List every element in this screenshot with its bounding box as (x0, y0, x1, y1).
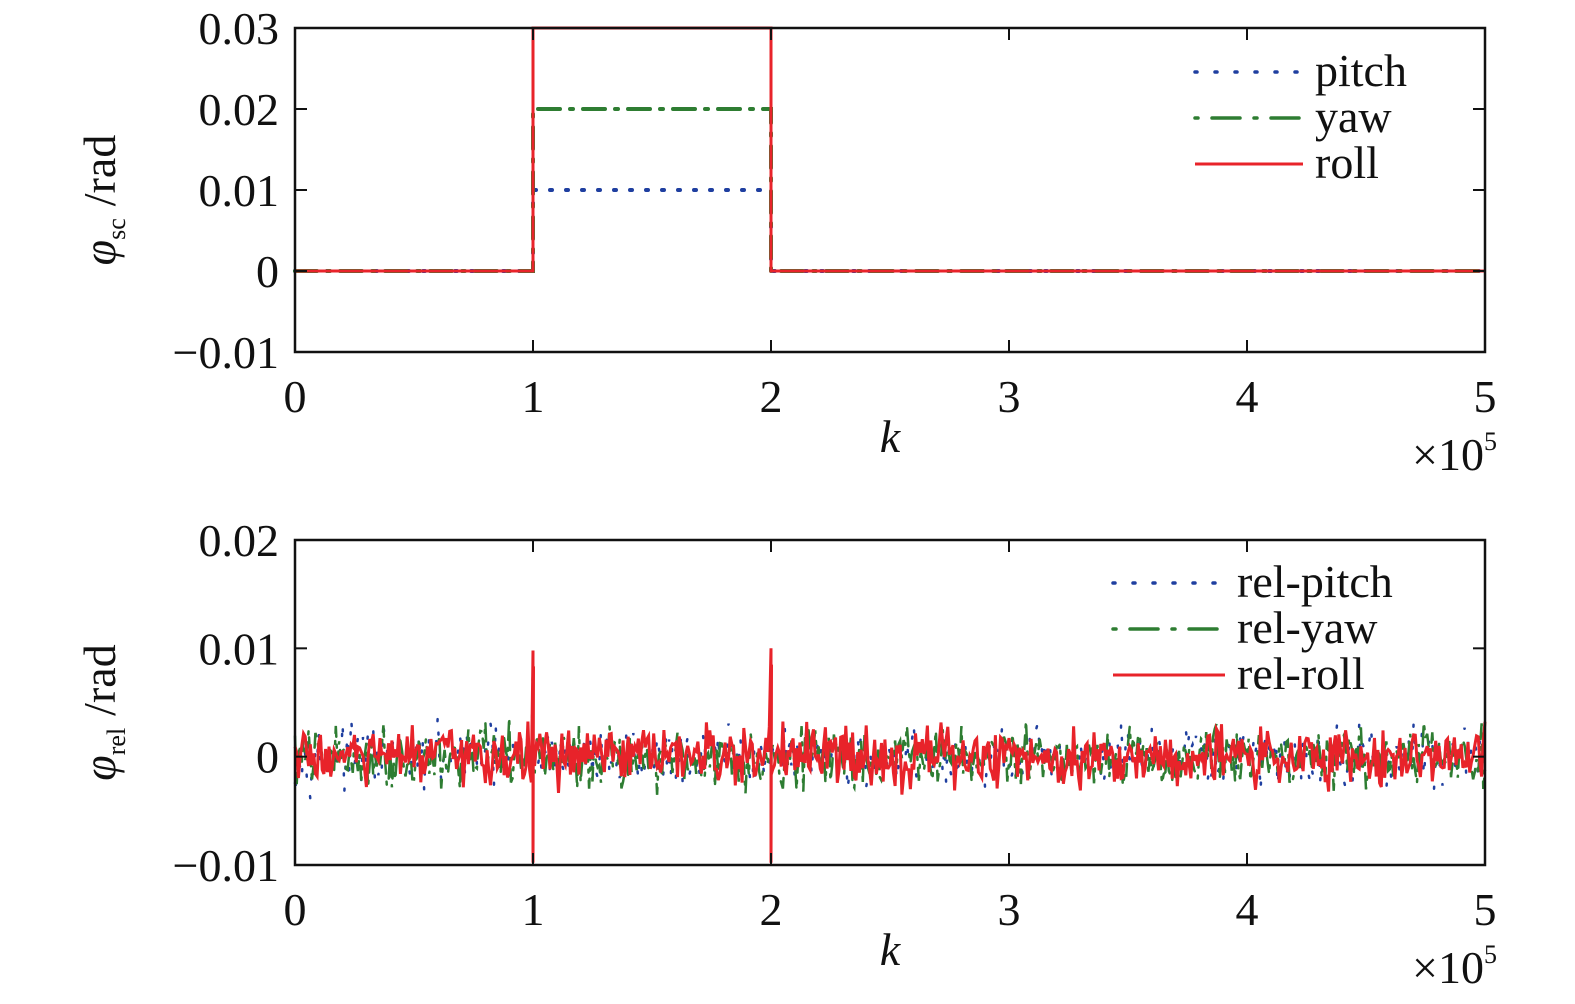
series-line-yaw (293, 107, 1487, 273)
y-tick-label: 0 (256, 246, 279, 297)
x-axis-ticks: 0 1 2 3 4 5 (284, 540, 1497, 935)
y-axis-symbol: φ (74, 240, 125, 265)
x-tick-label: 0 (284, 371, 307, 422)
x-axis-ticks: 0 1 2 3 4 5 (284, 28, 1497, 422)
legend-label-yaw: yaw (1315, 91, 1392, 142)
y-tick-label: 0.03 (199, 3, 280, 54)
legend-label-rel-roll: rel-roll (1237, 648, 1365, 699)
multiplier-base: ×10 (1412, 942, 1484, 993)
x-axis-label: k (880, 411, 902, 462)
x-tick-label: 5 (1474, 884, 1497, 935)
series-line-pitch (293, 188, 1487, 273)
y-tick-label: 0.01 (199, 623, 280, 674)
x-tick-label: 3 (998, 371, 1021, 422)
y-tick-label: 0.02 (199, 515, 280, 566)
multiplier-exponent: 5 (1484, 940, 1497, 969)
legend-label-roll: roll (1315, 137, 1379, 188)
y-axis-ticks: −0.01 0 0.01 0.02 (173, 515, 1485, 891)
y-axis-label: φrel/rad (74, 644, 131, 780)
x-tick-label: 1 (522, 371, 545, 422)
series-line-roll (295, 26, 1485, 273)
y-tick-label: −0.01 (173, 327, 279, 378)
legend-label-rel-pitch: rel-pitch (1237, 556, 1393, 607)
legend-label-rel-yaw: rel-yaw (1237, 602, 1378, 653)
multiplier-base: ×10 (1412, 429, 1484, 480)
y-tick-label: 0 (256, 732, 279, 783)
y-axis-subscript: sc (102, 218, 131, 240)
x-axis-label: k (880, 924, 902, 975)
legend-label-pitch: pitch (1315, 45, 1407, 96)
x-tick-label: 0 (284, 884, 307, 935)
y-tick-label: 0.02 (199, 84, 280, 135)
x-tick-label: 5 (1474, 371, 1497, 422)
plot-frame (293, 538, 1487, 867)
multiplier-exponent: 5 (1484, 427, 1497, 456)
x-axis-multiplier: ×105 (1412, 940, 1497, 993)
x-axis-multiplier: ×105 (1412, 427, 1497, 480)
x-tick-label: 3 (998, 884, 1021, 935)
y-axis-ticks: −0.01 0 0.01 0.02 0.03 (173, 3, 1485, 378)
x-tick-label: 2 (760, 884, 783, 935)
plot-area (293, 648, 1487, 863)
y-axis-label: φsc/rad (74, 135, 131, 266)
x-tick-label: 2 (760, 371, 783, 422)
x-tick-label: 4 (1236, 884, 1259, 935)
series-line-rel-roll (293, 648, 1487, 863)
y-axis-symbol: φ (74, 755, 125, 780)
y-tick-label: 0.01 (199, 165, 280, 216)
plot-frame (293, 26, 1487, 354)
y-axis-subscript: rel (102, 728, 131, 755)
plot-area (293, 26, 1487, 273)
x-tick-label: 1 (522, 884, 545, 935)
y-tick-label: −0.01 (173, 840, 279, 891)
y-axis-unit: /rad (74, 644, 125, 716)
x-tick-label: 4 (1236, 371, 1259, 422)
y-axis-unit: /rad (74, 135, 125, 207)
